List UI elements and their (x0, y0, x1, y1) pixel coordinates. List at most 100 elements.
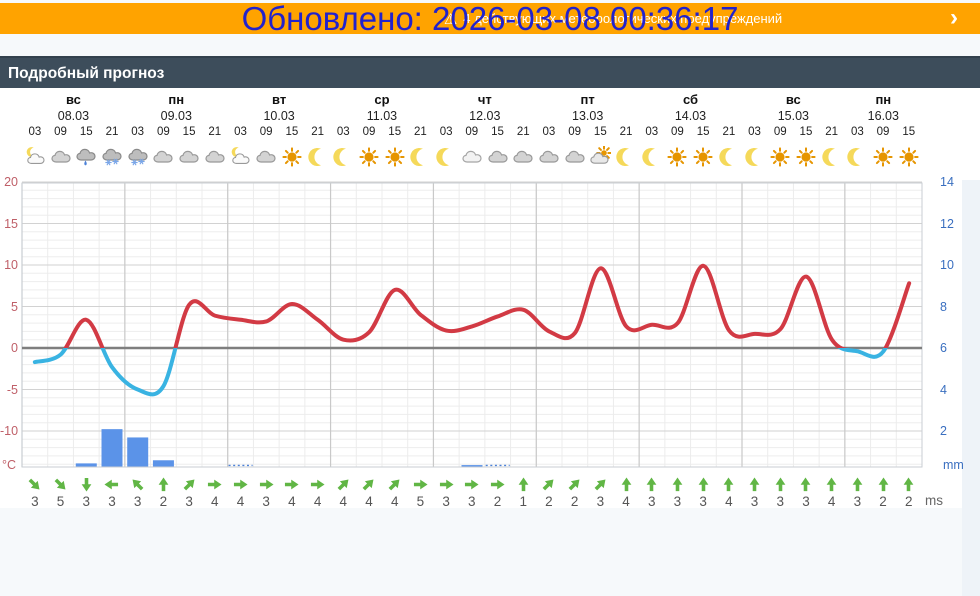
sun-icon (896, 144, 922, 170)
time-tick-label: 15 (79, 126, 93, 138)
wind-arrow-icon (870, 476, 896, 493)
day-column: вт 10.03 (228, 92, 331, 123)
wind-speed-value: 3 (185, 494, 193, 509)
wind-arrow-icon (562, 476, 588, 493)
wind-speed-value: 3 (31, 494, 39, 509)
time-tick-label: 09 (671, 126, 684, 138)
day-date: 10.03 (263, 109, 295, 123)
cloud-light-icon (459, 144, 485, 170)
times-row: 03 09 15 21 03 09 15 21 03 09 15 21 03 09 15 21 03 09 15 21… (22, 126, 922, 138)
day-date: 14.03 (674, 109, 707, 123)
wind-arrow-icon (99, 476, 125, 493)
wind-speed-value: 3 (133, 494, 142, 509)
time-tick-label: 09 (876, 126, 890, 138)
wind-arrow-icon (202, 476, 228, 493)
left-axis-tick: 5 (11, 299, 18, 314)
left-axis-tick: 0 (11, 341, 18, 355)
forecast-chart-card: вс 08.03 пн 09.03 вт 10.03 ср 11.03 чт 12.03… (0, 88, 980, 596)
time-tick-label: 21 (619, 126, 633, 138)
cloud-icon (253, 144, 279, 170)
time-tick-label: 03 (748, 126, 761, 138)
wind-speed-value: 1 (519, 494, 527, 509)
wind-arrow-icon (382, 476, 408, 493)
wind-speed-value: 5 (56, 494, 65, 509)
sun-icon (279, 144, 305, 170)
day-column: пт 13.03 (536, 92, 639, 123)
wind-speed-value: 4 (725, 494, 733, 509)
moon-icon (330, 144, 356, 170)
chevron-right-icon[interactable]: › (950, 4, 958, 31)
wind-speed-value: 4 (622, 494, 630, 509)
time-tick-label: 15 (182, 126, 196, 138)
time-tick-label: 21 (414, 126, 427, 138)
day-column: пн 09.03 (125, 92, 228, 123)
weather-icons-row (22, 144, 922, 170)
wind-speed-row: 3 5 3 3 3 2 3 4 4 3 4 4 4 4 4 5 3 3 2 1 2 2 3 4 3 3 3 4 3 3 3 4 3 2 2 (22, 494, 922, 509)
wind-arrow-icon (536, 476, 562, 493)
warning-icon: ⚠ (443, 10, 458, 28)
right-background-strip (962, 180, 980, 596)
celsius-unit-label: °C (2, 458, 17, 472)
time-tick-label: 21 (208, 126, 222, 138)
wind-speed-value: 3 (262, 494, 270, 509)
wind-arrow-icon (510, 476, 536, 493)
wind-speed-value: 4 (236, 494, 245, 509)
wind-arrow-icon (279, 476, 305, 493)
wind-unit-label: ms (925, 493, 943, 508)
wind-speed-value: 4 (211, 494, 219, 509)
time-tick-label: 15 (388, 126, 402, 138)
cloud-icon (562, 144, 588, 170)
time-tick-label: 09 (773, 126, 787, 138)
right-axis-tick: 2 (940, 424, 947, 438)
snow-icon (125, 144, 151, 170)
wind-speed-value: 2 (545, 494, 553, 509)
wind-arrow-icon (125, 476, 151, 493)
time-tick-label: 09 (568, 126, 582, 138)
moon-cloud-icon (228, 144, 254, 170)
right-axis-tick: 4 (940, 382, 947, 397)
wind-arrow-icon (639, 476, 665, 493)
wind-speed-value: 3 (699, 494, 707, 509)
moon-icon (819, 144, 845, 170)
wind-speed-value: 3 (750, 494, 759, 509)
day-name: чт (477, 92, 492, 107)
cloud-icon (202, 144, 228, 170)
time-tick-label: 15 (491, 126, 504, 138)
wind-speed-value: 3 (108, 494, 116, 509)
wind-speed-value: 3 (802, 494, 810, 509)
cloud-icon (485, 144, 511, 170)
wind-arrow-icon (742, 476, 768, 493)
wind-speed-value: 2 (570, 494, 579, 509)
snow-icon (99, 144, 125, 170)
section-title: Подробный прогноз (8, 65, 165, 82)
time-tick-label: 09 (465, 126, 479, 138)
right-axis-tick: 12 (940, 216, 954, 231)
moon-icon (305, 144, 331, 170)
wind-speed-value: 4 (313, 494, 322, 509)
time-tick-label: 03 (131, 126, 145, 138)
sun-icon (793, 144, 819, 170)
time-tick-label: 15 (285, 126, 299, 138)
wind-speed-value: 3 (776, 494, 784, 509)
cloud-icon (151, 144, 177, 170)
cloud-icon (536, 144, 562, 170)
wind-arrow-icon (459, 476, 485, 493)
wind-arrow-icon (228, 476, 254, 493)
day-date: 13.03 (572, 109, 604, 123)
day-name: сб (682, 92, 699, 107)
section-header: Подробный прогноз (0, 56, 980, 88)
moon-icon (433, 144, 459, 170)
time-tick-label: 21 (311, 126, 324, 138)
moon-icon (639, 144, 665, 170)
wind-arrow-icon (665, 476, 691, 493)
day-date: 11.03 (366, 109, 398, 123)
wind-arrow-icon (767, 476, 793, 493)
time-tick-label: 09 (54, 126, 67, 138)
warning-banner[interactable]: ⚠ 4 действующих метеорологических предуп… (0, 3, 980, 34)
wind-speed-value: 2 (879, 494, 887, 509)
sun-cloud-icon (587, 144, 613, 170)
day-column: чт 12.03 (433, 92, 536, 123)
wind-arrow-icon (793, 476, 819, 493)
wind-arrow-icon (845, 476, 871, 493)
time-tick-label: 15 (696, 126, 710, 138)
